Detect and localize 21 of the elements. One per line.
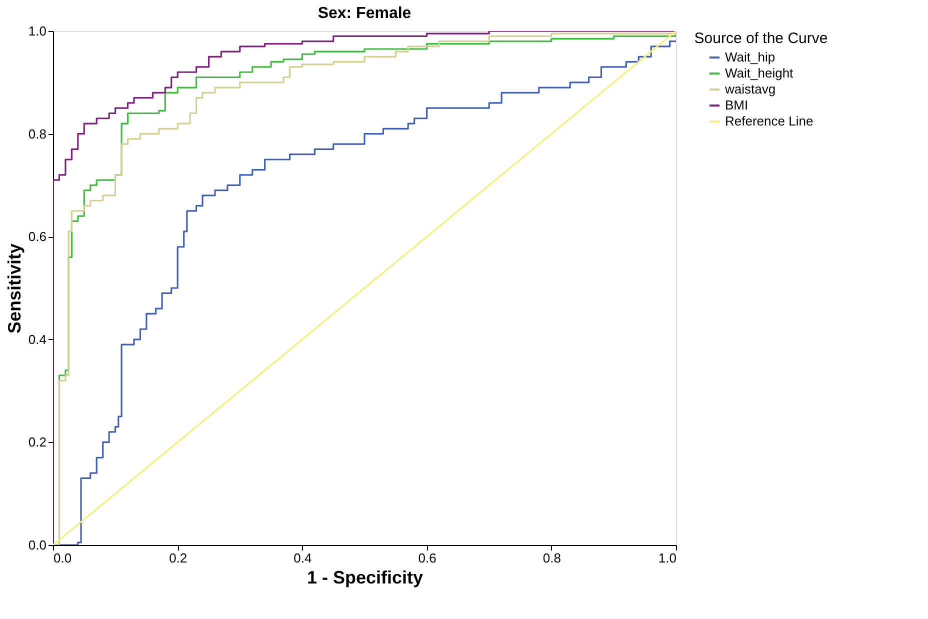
x-axis-title: 1 - Specificity [306, 568, 424, 588]
y-tick-label: 0.0 [28, 538, 46, 552]
y-tick-label: 0.6 [28, 229, 46, 244]
x-tick-label: 0.8 [542, 550, 561, 566]
legend-label: waistavg [724, 82, 776, 96]
legend-label: Wait_hip [725, 50, 776, 64]
y-axis-title: Sensitivity [4, 243, 24, 334]
x-tick-label: 0.4 [294, 550, 312, 566]
legend-label: Wait_height [725, 66, 794, 80]
x-tick-label: 0.2 [169, 550, 188, 566]
y-tick-label: 0.4 [28, 332, 46, 347]
legend-label: Reference Line [725, 114, 814, 128]
x-tick-label: 1.0 [658, 550, 676, 566]
legend-label: BMI [725, 98, 748, 112]
x-tick-label: 0.0 [54, 550, 72, 566]
y-tick-label: 1.0 [28, 24, 46, 38]
y-tick-label: 0.8 [28, 126, 46, 142]
legend-title: Source of the Curve [694, 30, 828, 47]
y-tick-label: 0.2 [28, 434, 46, 450]
chart-title: Sex: Female [318, 5, 412, 22]
x-tick-label: 0.6 [418, 550, 436, 566]
